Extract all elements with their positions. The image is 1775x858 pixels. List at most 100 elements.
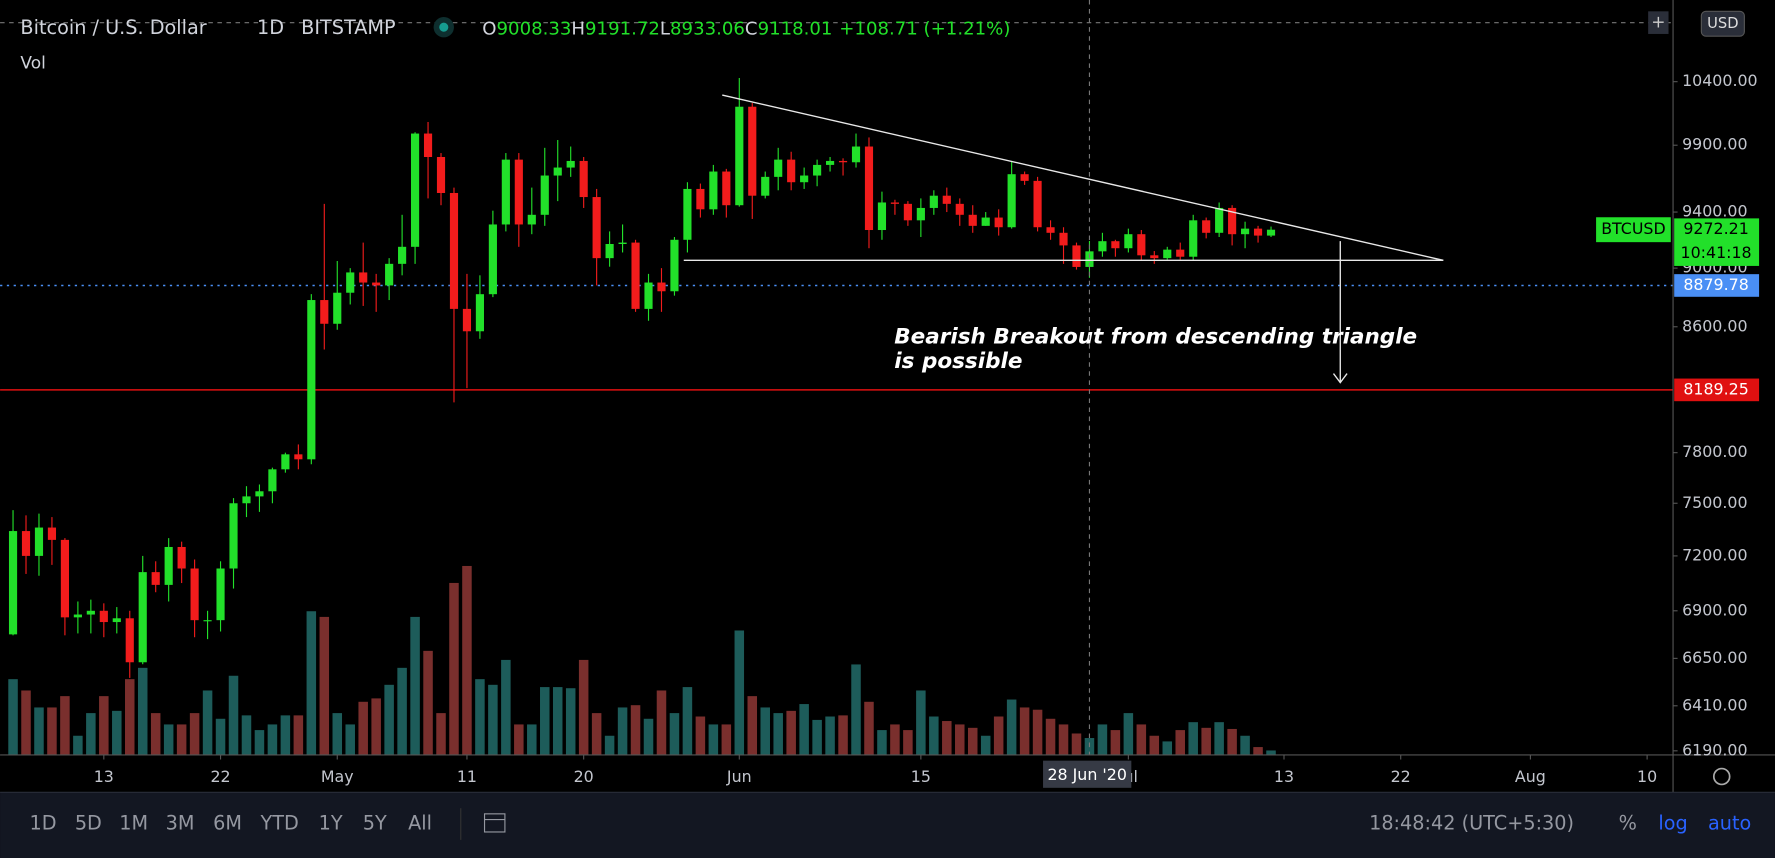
volume-bar	[449, 582, 459, 755]
x-tick-label: 20	[574, 767, 594, 786]
volume-bar	[773, 713, 783, 755]
volume-bar	[630, 705, 641, 755]
candle-body	[929, 195, 938, 208]
candle-body	[683, 188, 692, 240]
x-tick-label: 13	[1274, 767, 1294, 786]
range-button[interactable]: 6M	[213, 812, 242, 835]
volume-bar	[617, 707, 628, 755]
range-button[interactable]: 1D	[30, 812, 57, 835]
range-button[interactable]: YTD	[259, 812, 298, 835]
candle-body	[410, 133, 420, 247]
volume-bar	[916, 690, 926, 755]
candle-body	[255, 491, 264, 497]
candle-body	[359, 272, 368, 283]
price-label: 8189.25	[1683, 379, 1748, 398]
candle-body	[21, 531, 31, 556]
volume-bar	[514, 724, 524, 755]
volume-bar	[73, 735, 83, 755]
x-tick-label: May	[321, 767, 354, 786]
candle-body	[281, 454, 290, 470]
volume-bar	[591, 713, 602, 755]
candle-body	[398, 246, 407, 264]
range-button[interactable]: 1M	[119, 812, 148, 835]
volume-bar	[99, 696, 109, 755]
x-tick-label: 10	[1637, 767, 1657, 786]
range-button[interactable]: 3M	[166, 812, 195, 835]
volume-bar	[552, 687, 563, 755]
scale-option[interactable]: %	[1619, 812, 1637, 835]
interval: 1D	[257, 16, 284, 39]
add-button[interactable]	[1648, 11, 1669, 34]
candle-body	[436, 156, 446, 193]
volume-bar	[306, 611, 317, 755]
candle-body	[151, 572, 160, 585]
candle-body	[1253, 228, 1263, 236]
volume-legend: Vol	[20, 53, 45, 73]
candle-body	[644, 282, 653, 309]
volume-bar	[280, 715, 291, 755]
volume-bar	[669, 713, 680, 755]
candle-body	[657, 282, 666, 292]
ohlc-label: H	[571, 18, 585, 39]
volume-bar	[1227, 728, 1237, 755]
candle-body	[735, 106, 744, 206]
scale-option[interactable]: log	[1658, 812, 1687, 835]
y-tick-label: 7800.00	[1682, 442, 1747, 461]
clock: 18:48:42 (UTC+5:30)	[1369, 812, 1574, 835]
candle-body	[592, 197, 601, 259]
candle-body	[34, 527, 44, 556]
candle-body	[709, 171, 718, 210]
y-tick-label: 9900.00	[1682, 135, 1747, 154]
range-button[interactable]: All	[408, 812, 432, 835]
volume-bar	[462, 565, 472, 755]
volume-bar	[903, 730, 913, 755]
candle-body	[475, 294, 484, 332]
volume-bar	[436, 713, 446, 755]
volume-bar	[747, 696, 758, 755]
candle-body	[1176, 249, 1185, 257]
range-button[interactable]: 5D	[75, 812, 102, 835]
candle-body	[877, 202, 887, 231]
candle-body	[177, 546, 186, 569]
candle-body	[605, 244, 614, 259]
annotation: Bearish Breakout from descending triangl…	[894, 324, 1417, 349]
volume-bar	[825, 716, 835, 755]
volume-bar	[786, 710, 796, 755]
candle-body	[1046, 227, 1055, 233]
candle-body	[1020, 174, 1029, 181]
range-button[interactable]: 5Y	[363, 812, 387, 835]
currency-label: USD	[1707, 15, 1738, 32]
candle-body	[307, 300, 316, 460]
last-price-bg	[1674, 218, 1760, 266]
volume-bar	[540, 687, 550, 755]
volume-bar	[189, 713, 200, 755]
candle-body	[1163, 249, 1172, 259]
volume-bar	[384, 684, 394, 755]
date-range-icon[interactable]	[483, 813, 506, 833]
toolbar	[0, 792, 1775, 858]
candle-body	[838, 160, 848, 163]
candle-body	[86, 610, 95, 615]
candle-body	[229, 503, 238, 569]
add-button-icon: +	[1651, 13, 1665, 33]
price-label-bg	[1674, 378, 1760, 402]
candle-body	[1007, 174, 1016, 228]
scale-option[interactable]: auto	[1708, 812, 1751, 835]
candle-body	[1228, 207, 1237, 235]
settings-icon[interactable]	[1712, 767, 1731, 786]
y-tick-label: 6650.00	[1682, 648, 1747, 667]
volume-bar	[695, 716, 706, 755]
y-tick-label: 8600.00	[1682, 316, 1747, 335]
volume-bar	[527, 724, 537, 755]
candle-body	[268, 469, 277, 492]
volume-bar	[397, 667, 407, 755]
volume-bar	[604, 735, 615, 755]
volume-bar	[1240, 735, 1250, 755]
y-tick-label: 7500.00	[1682, 493, 1747, 512]
range-button[interactable]: 1Y	[319, 812, 343, 835]
volume-bar	[1123, 713, 1134, 755]
y-tick-label: 10400.00	[1682, 71, 1758, 90]
currency-button[interactable]	[1700, 10, 1745, 37]
